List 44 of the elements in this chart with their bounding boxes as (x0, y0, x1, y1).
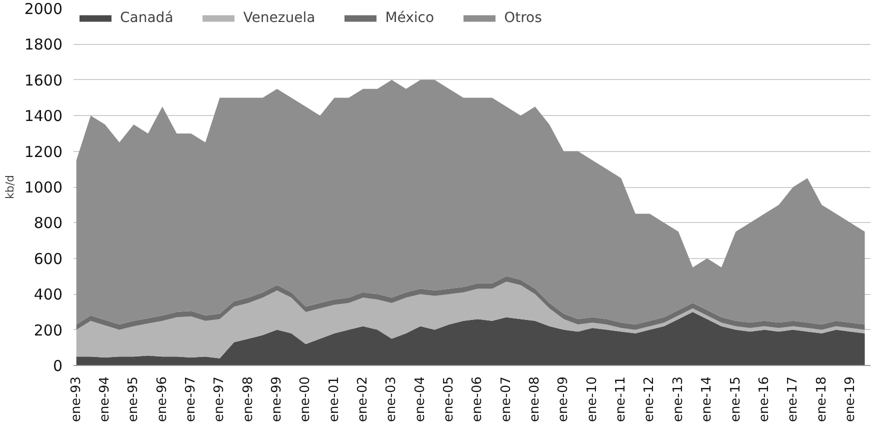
legend-label: Otros (504, 10, 542, 26)
x-tick-label: ene-02 (356, 376, 371, 422)
x-tick-label: ene-03 (384, 376, 400, 422)
x-tick-label: ene-11 (614, 376, 629, 422)
x-tick-label: ene-19 (842, 376, 858, 422)
x-tick-label: ene-15 (728, 376, 744, 422)
x-tick-label: ene-07 (498, 376, 514, 422)
legend-label: México (385, 10, 434, 26)
y-tick-label: 2000 (24, 0, 63, 18)
y-tick-label: 0 (52, 357, 63, 375)
x-tick-label: ene-06 (470, 376, 486, 422)
x-tick-label: ene-01 (326, 376, 342, 422)
x-tick-label: ene-97 (184, 376, 199, 422)
x-tick-label: ene-05 (442, 376, 457, 422)
y-axis-title: kb/d (3, 174, 16, 200)
y-tick-label: 800 (34, 214, 63, 232)
y-tick-label: 600 (34, 250, 63, 268)
x-tick-label: ene-97 (212, 376, 228, 422)
x-tick-label: ene-10 (584, 376, 600, 422)
x-tick-label: ene-99 (270, 376, 285, 422)
x-tick-label: ene-04 (412, 376, 428, 422)
x-tick-label: ene-18 (814, 376, 830, 422)
x-tick-label: ene-00 (298, 376, 314, 422)
x-tick-label: ene-13 (670, 376, 686, 422)
y-tick-label: 200 (34, 321, 63, 340)
y-tick-label: 1200 (24, 142, 63, 161)
x-tick-label: ene-94 (98, 376, 113, 422)
x-tick-label: ene-08 (528, 376, 543, 422)
x-tick-label: ene-98 (240, 376, 256, 422)
legend-label: Venezuela (243, 10, 316, 26)
x-tick-label: ene-96 (154, 376, 170, 422)
y-tick-label: 400 (34, 286, 63, 304)
y-tick-label: 1000 (24, 178, 63, 196)
x-tick-label: ene-95 (126, 376, 142, 422)
y-tick-label: 1800 (24, 36, 63, 54)
legend-label: Canadá (120, 10, 174, 26)
y-tick-label: 1400 (24, 107, 63, 126)
x-tick-label: ene-16 (756, 376, 772, 422)
y-tick-label: 1600 (24, 71, 63, 90)
x-tick-label: ene-12 (642, 376, 658, 422)
x-tick-label: ene-09 (556, 376, 572, 422)
x-tick-label: ene-93 (68, 376, 84, 422)
x-tick-label: ene-14 (700, 376, 715, 422)
x-tick-label: ene-17 (786, 376, 801, 422)
